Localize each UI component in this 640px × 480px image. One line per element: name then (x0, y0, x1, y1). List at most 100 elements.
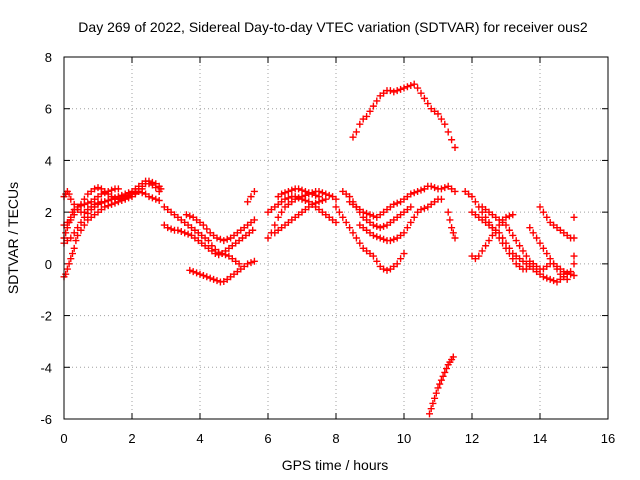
data-point (397, 255, 405, 263)
data-point (543, 213, 551, 221)
data-point (446, 216, 454, 224)
data-point (291, 193, 299, 201)
chart-title: Day 269 of 2022, Sidereal Day-to-day VTE… (78, 19, 588, 35)
data-point (70, 244, 78, 252)
data-point (67, 234, 75, 242)
data-point (533, 234, 541, 242)
data-point (441, 120, 449, 128)
y-tick-label: -4 (40, 360, 52, 375)
data-point (393, 260, 401, 268)
data-point (203, 273, 211, 281)
data-point (211, 250, 219, 258)
data-point (135, 187, 143, 195)
y-tick-label: 8 (45, 50, 52, 65)
data-point (386, 237, 394, 245)
data-point (308, 190, 316, 198)
data-point (281, 195, 289, 203)
data-point (184, 230, 192, 238)
data-point (278, 208, 286, 216)
data-point (407, 218, 415, 226)
y-axis-label: SDTVAR / TECUs (5, 182, 21, 294)
data-point (322, 195, 330, 203)
data-point (366, 107, 374, 115)
data-point (205, 237, 212, 245)
data-point (62, 229, 70, 237)
data-point (437, 376, 445, 384)
data-point (424, 100, 432, 108)
data-point (284, 194, 292, 202)
data-point (138, 189, 146, 197)
data-point (203, 225, 211, 233)
grid (64, 57, 608, 419)
data-point (380, 265, 388, 273)
x-tick-label: 4 (196, 431, 203, 446)
data-point (250, 257, 258, 265)
data-point (417, 206, 425, 214)
data-point (400, 84, 408, 92)
x-tick-label: 12 (465, 431, 479, 446)
data-point (373, 97, 381, 105)
data-point (434, 384, 442, 392)
data-point (539, 208, 547, 216)
data-point (390, 200, 398, 208)
data-point (543, 250, 551, 258)
data-point (516, 242, 524, 250)
data-point (199, 221, 207, 229)
data-point (298, 195, 306, 203)
data-point (546, 275, 554, 283)
data-point (145, 180, 153, 188)
data-point (410, 80, 418, 88)
data-point (570, 213, 578, 221)
data-point (550, 277, 558, 285)
data-point (164, 224, 172, 232)
data-point (349, 229, 357, 237)
data-point (65, 218, 73, 226)
data-point (414, 84, 422, 92)
data-point (451, 144, 459, 151)
data-point (380, 222, 388, 230)
data-point (244, 198, 252, 206)
data-point (512, 237, 520, 245)
x-tick-label: 6 (264, 431, 271, 446)
data-point (478, 247, 486, 255)
data-point (570, 271, 578, 279)
data-point (485, 237, 493, 245)
data-point (356, 120, 364, 128)
data-point (502, 213, 510, 221)
y-tick-label: -2 (40, 309, 52, 324)
data-point (80, 200, 88, 208)
data-point (570, 234, 578, 242)
data-point (410, 189, 418, 197)
data-point (97, 190, 105, 198)
data-point (373, 257, 381, 265)
data-point (519, 247, 527, 255)
data-point (244, 260, 252, 268)
data-point (131, 189, 139, 197)
data-point (247, 193, 255, 201)
data-point (101, 189, 109, 197)
data-point (420, 94, 428, 102)
data-point (220, 237, 228, 245)
data-point (278, 190, 286, 198)
data-point (380, 235, 388, 243)
data-point (429, 399, 437, 407)
data-point (390, 88, 398, 96)
data-point (509, 211, 517, 219)
data-point (63, 224, 71, 232)
data-point (91, 185, 99, 193)
x-tick-label: 2 (128, 431, 135, 446)
data-point (332, 218, 340, 226)
data-point (206, 274, 214, 282)
data-point (182, 211, 190, 219)
data-point (181, 229, 189, 237)
data-point (471, 198, 479, 206)
data-point (339, 213, 347, 221)
data-point (436, 380, 444, 388)
data-point (114, 194, 122, 202)
data-point (125, 191, 133, 199)
data-point (167, 225, 175, 233)
data-point (426, 410, 433, 418)
data-point (77, 218, 85, 226)
x-tick-label: 16 (601, 431, 615, 446)
data-point (186, 266, 194, 274)
